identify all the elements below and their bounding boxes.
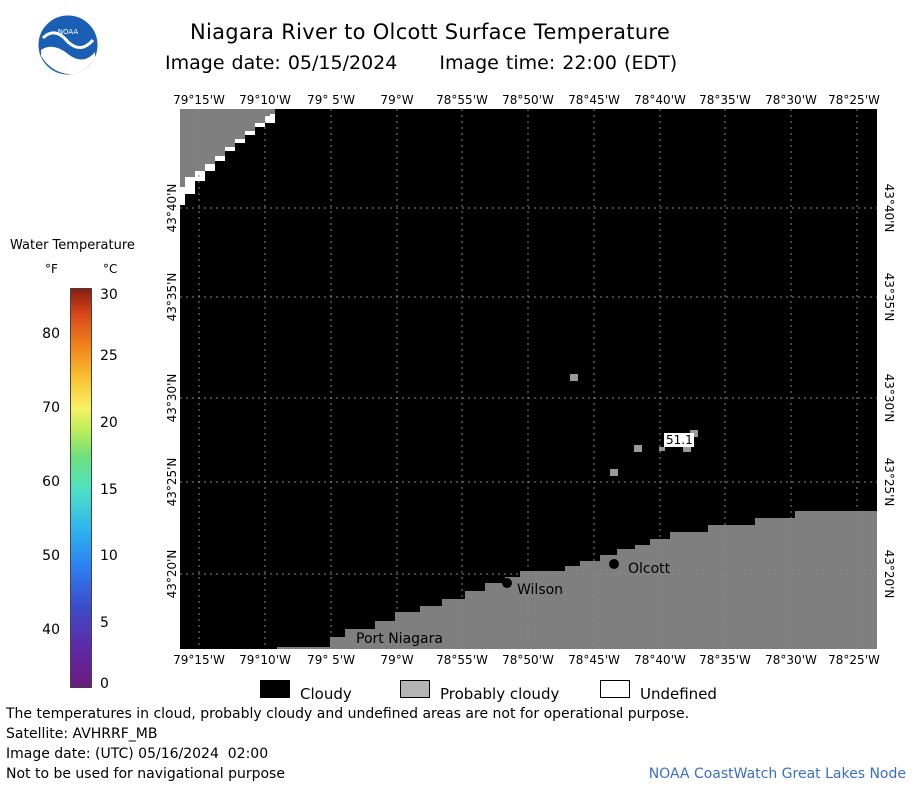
lon-label-bottom: 78°35'W [699, 653, 751, 667]
lon-label-top: 78°55'W [436, 93, 488, 107]
lon-label-top: 78°35'W [699, 93, 751, 107]
graticule [180, 109, 877, 649]
lat-label-left: 43°25'N [165, 457, 179, 507]
lat-label-left: 43°20'N [165, 549, 179, 599]
lat-label-right: 43°20'N [882, 549, 896, 599]
probably-cloudy-spot [610, 469, 618, 476]
lon-label-top: 78°50'W [502, 93, 554, 107]
wilson-marker-icon [502, 578, 512, 588]
lon-label-bottom: 79° 5'W [307, 653, 355, 667]
place-wilson: Wilson [517, 582, 563, 598]
c-tick-5: 5 [100, 615, 109, 631]
credit-text: NOAA CoastWatch Great Lakes Node [648, 766, 906, 782]
lon-label-top: 78°45'W [568, 93, 620, 107]
f-tick-70: 70 [42, 400, 60, 416]
logo-text: NOAA [58, 28, 79, 36]
key-label-cloudy: Cloudy [300, 685, 352, 703]
lon-label-top: 79°10'W [239, 93, 291, 107]
f-tick-50: 50 [42, 548, 60, 564]
disclaimer-text: The temperatures in cloud, probably clou… [6, 706, 690, 722]
temperature-readout-box [664, 433, 694, 447]
lon-label-bottom: 79°W [380, 653, 414, 667]
key-swatch-probably-cloudy [400, 680, 430, 698]
lat-label-right: 43°40'N [882, 183, 896, 233]
lon-label-bottom: 78°45'W [568, 653, 620, 667]
lon-label-top: 78°30'W [765, 93, 817, 107]
lat-label-right: 43°35'N [882, 272, 896, 322]
c-tick-15: 15 [100, 482, 118, 498]
noaa-logo-icon: NOAA [37, 14, 99, 76]
lon-label-top: 78°25'W [828, 93, 880, 107]
lon-label-bottom: 78°50'W [502, 653, 554, 667]
lat-label-right: 43°30'N [882, 373, 896, 423]
temperature-map: 51.1 Olcott Wilson Port Niagara [180, 109, 877, 649]
image-date: Image date: 05/15/2024 [165, 52, 398, 74]
lon-label-top: 78°40'W [634, 93, 686, 107]
f-tick-60: 60 [42, 474, 60, 490]
key-label-undefined: Undefined [640, 685, 717, 703]
legend-title: Water Temperature [10, 238, 135, 253]
lon-label-bottom: 78°55'W [436, 653, 488, 667]
unit-fahrenheit: °F [45, 262, 58, 276]
lat-label-right: 43°25'N [882, 457, 896, 507]
probably-cloudy-spot [659, 447, 665, 451]
key-label-probably-cloudy: Probably cloudy [440, 685, 560, 703]
lat-label-left: 43°40'N [165, 183, 179, 233]
unit-celsius: °C [103, 262, 118, 276]
land-area-south [277, 511, 877, 649]
image-time: Image time: 22:00 (EDT) [439, 52, 678, 74]
image-date-time: Image date: 05/15/2024 Image time: 22:00 … [165, 52, 677, 74]
lon-label-top: 79°W [380, 93, 414, 107]
temperature-readout: 51.1 [666, 433, 693, 447]
place-olcott: Olcott [628, 561, 671, 577]
navigation-warning: Not to be used for navigational purpose [6, 766, 285, 782]
c-tick-10: 10 [100, 548, 118, 564]
lat-label-left: 43°30'N [165, 373, 179, 423]
page-title: Niagara River to Olcott Surface Temperat… [190, 20, 671, 44]
c-tick-0: 0 [100, 676, 109, 692]
lon-label-bottom: 78°30'W [765, 653, 817, 667]
place-port-niagara: Port Niagara [356, 631, 443, 647]
f-tick-40: 40 [42, 622, 60, 638]
c-tick-25: 25 [100, 348, 118, 364]
key-swatch-cloudy [260, 680, 290, 698]
lon-label-bottom: 78°25'W [828, 653, 880, 667]
utc-date-text: Image date: (UTC) 05/16/2024 02:00 [6, 746, 269, 762]
probably-cloudy-spot [570, 374, 578, 381]
lon-label-top: 79°15'W [173, 93, 225, 107]
lat-label-left: 43°35'N [165, 272, 179, 322]
temperature-color-bar [70, 288, 92, 688]
probably-cloudy-spot [634, 445, 642, 452]
c-tick-30: 30 [100, 287, 118, 303]
land-area-north [180, 109, 275, 187]
lon-label-top: 79° 5'W [307, 93, 355, 107]
key-swatch-undefined [600, 680, 630, 698]
c-tick-20: 20 [100, 415, 118, 431]
lon-label-bottom: 78°40'W [634, 653, 686, 667]
satellite-text: Satellite: AVHRRF_MB [6, 726, 158, 742]
lon-label-bottom: 79°10'W [239, 653, 291, 667]
olcott-marker-icon [609, 559, 619, 569]
probably-cloudy-spot [683, 445, 691, 452]
f-tick-80: 80 [42, 326, 60, 342]
lon-label-bottom: 79°15'W [173, 653, 225, 667]
